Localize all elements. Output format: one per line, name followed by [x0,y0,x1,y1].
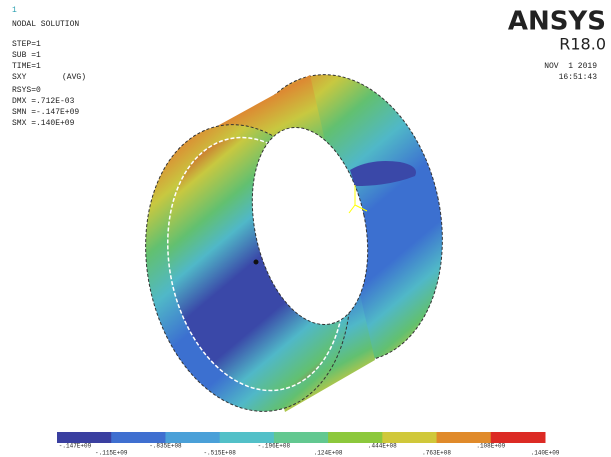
legend-swatch [491,432,546,443]
legend-swatch [111,432,166,443]
legend-swatch [382,432,437,443]
info-line: STEP=1 [12,40,41,49]
legend-swatch [165,432,220,443]
stat-line: RSYS=0 [12,86,41,95]
legend-label: .763E+08 [422,450,451,457]
window-index: 1 [12,6,17,15]
legend-label: -.835E+08 [149,443,182,450]
legend-label: .140E+09 [531,450,560,457]
legend-label: -.196E+08 [258,443,291,450]
time: 16:51:43 [559,73,598,82]
info-line: TIME=1 [12,62,41,71]
stat-line: SMX =.140E+09 [12,119,75,128]
legend-label: .444E+08 [368,443,397,450]
legend-label: -.515E+08 [203,450,236,457]
screenshot: 1 NODAL SOLUTION STEP=1 SUB =1 TIME=1 SX… [0,0,611,457]
legend-label: -.115E+09 [95,450,128,457]
result-label: SXY [12,73,27,82]
brand-name: ANSYS [508,7,606,37]
plot-title: NODAL SOLUTION [12,20,79,29]
legend-swatch [328,432,383,443]
page: 1 NODAL SOLUTION STEP=1 SUB =1 TIME=1 SX… [0,0,611,457]
release: R18.0 [559,35,606,54]
legend-swatch [57,432,112,443]
info-line: SUB =1 [12,51,41,60]
legend-label: .124E+08 [314,450,343,457]
result-note: (AVG) [62,73,86,82]
legend-swatch [437,432,492,443]
cylinder-model [120,55,468,430]
stat-line: DMX =.712E-03 [12,97,75,106]
legend-label: -.147E+09 [59,443,92,450]
legend-label: .108E+09 [476,443,505,450]
stat-line: SMN =-.147E+09 [12,108,79,117]
legend-swatch [220,432,275,443]
date: NOV 1 2019 [544,62,597,71]
legend-swatch [274,432,329,443]
